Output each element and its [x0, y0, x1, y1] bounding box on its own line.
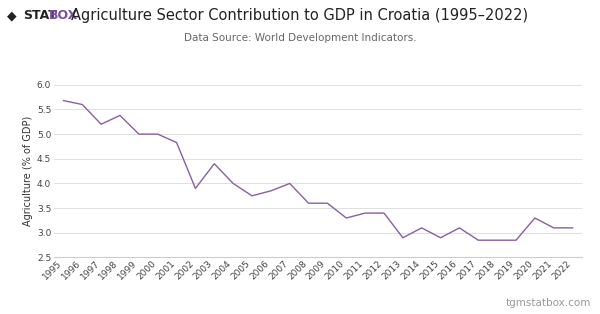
- Text: STAT: STAT: [23, 9, 56, 22]
- Y-axis label: Agriculture (% of GDP): Agriculture (% of GDP): [23, 116, 32, 226]
- Text: tgmstatbox.com: tgmstatbox.com: [506, 298, 591, 308]
- Text: BOX: BOX: [49, 9, 79, 22]
- Text: Data Source: World Development Indicators.: Data Source: World Development Indicator…: [184, 33, 416, 43]
- Text: Agriculture Sector Contribution to GDP in Croatia (1995–2022): Agriculture Sector Contribution to GDP i…: [71, 8, 529, 23]
- Text: ◆: ◆: [7, 9, 17, 22]
